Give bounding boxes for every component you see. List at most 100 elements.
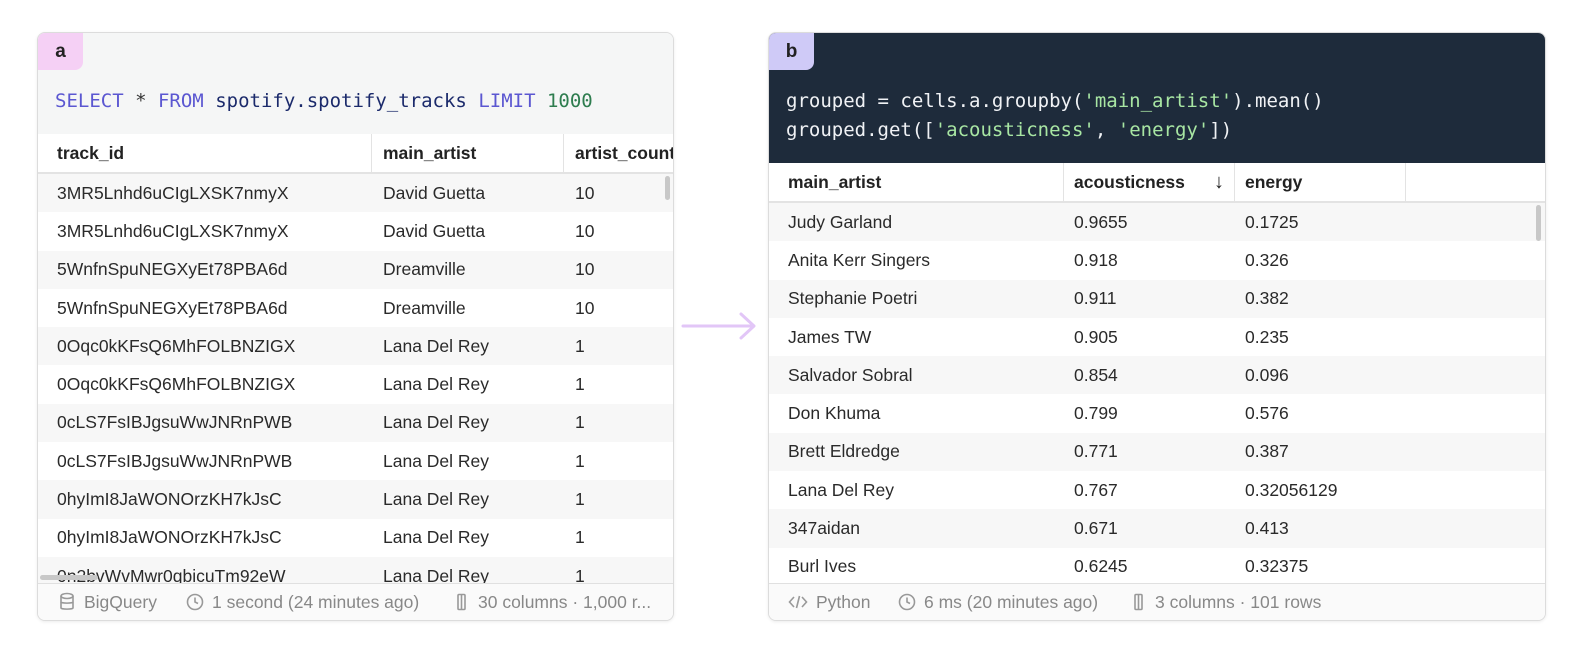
table-row[interactable]: 5WnfnSpuNEGXyEt78PBA6d Dreamville 10: [38, 289, 673, 327]
vertical-scrollbar[interactable]: [1536, 205, 1541, 241]
column-header-label: acousticness: [1074, 171, 1185, 192]
table-cell: James TW: [788, 326, 872, 347]
footer-source: BigQuery: [58, 584, 157, 620]
table-cell: 0.235: [1245, 326, 1289, 347]
table-cell: 0n2bvWvMwr0qbicuTm92eW: [57, 565, 286, 583]
table-row[interactable]: 0hyImI8JaWONOrzKH7kJsC Lana Del Rey 1: [38, 480, 673, 519]
table-row[interactable]: 3MR5Lnhd6uCIgLXSK7nmyX David Guetta 10: [38, 212, 673, 250]
horizontal-scrollbar[interactable]: [40, 575, 98, 580]
table-row[interactable]: Anita Kerr Singers 0.918 0.326: [769, 241, 1545, 279]
table-cell: 0.799: [1074, 403, 1118, 424]
table-cell: 0.32375: [1245, 556, 1309, 577]
footer-language: Python: [788, 584, 870, 620]
table-cell: 1: [575, 374, 585, 395]
table-cell: 5WnfnSpuNEGXyEt78PBA6d: [57, 259, 288, 280]
cell-a-footer: BigQuery 1 second (24 minutes ago) 30 co…: [38, 583, 673, 620]
table-row[interactable]: Salvador Sobral 0.854 0.096: [769, 356, 1545, 395]
table-cell: Lana Del Rey: [383, 450, 490, 471]
table-cell: 0Oqc0kKFsQ6MhFOLBNZIGX: [57, 374, 296, 395]
footer-timing-label: 6 ms (20 minutes ago): [924, 591, 1099, 612]
table-cell: Dreamville: [383, 297, 466, 318]
sql-editor[interactable]: SELECT * FROM spotify.spotify_tracks LIM…: [38, 33, 673, 135]
cell-a-card: a SELECT * FROM spotify.spotify_tracks L…: [37, 32, 674, 621]
vertical-scrollbar[interactable]: [665, 176, 670, 200]
table-cell: Lana Del Rey: [383, 335, 490, 356]
table-cell: 347aidan: [788, 518, 861, 539]
cell-a-tag: a: [38, 33, 83, 70]
clock-icon: [898, 593, 916, 611]
table-cell: 0.096: [1245, 364, 1289, 385]
table-cell: 0.911: [1074, 288, 1117, 309]
table-cell: 0.9655: [1074, 211, 1128, 232]
table-cell: 0.382: [1245, 288, 1289, 309]
column-header-artist-count[interactable]: artist_count: [575, 142, 674, 163]
table-cell: 1: [575, 527, 585, 548]
table-body: 3MR5Lnhd6uCIgLXSK7nmyX David Guetta 10 3MR5…: [38, 174, 673, 583]
table-cell: 3MR5Lnhd6uCIgLXSK7nmyX: [57, 220, 289, 241]
column-header-main-artist[interactable]: main_artist: [769, 163, 1064, 201]
column-header-track-id[interactable]: track_id: [38, 134, 372, 172]
table-cell: Lana Del Rey: [383, 565, 490, 583]
column-header-main-artist[interactable]: main_artist: [372, 134, 564, 172]
table-row[interactable]: 0n2bvWvMwr0qbicuTm92eW Lana Del Rey 1: [38, 557, 673, 583]
column-header-acousticness[interactable]: acousticness ↓: [1064, 163, 1235, 201]
table-cell: Lana Del Rey: [383, 527, 490, 548]
table-cell: 0.387: [1245, 441, 1289, 462]
table-row[interactable]: 3MR5Lnhd6uCIgLXSK7nmyX David Guetta 10: [38, 174, 673, 213]
table-row[interactable]: Lana Del Rey 0.767 0.32056129: [769, 471, 1545, 509]
table-cell: 0.413: [1245, 518, 1289, 539]
arrow-right-icon: [681, 312, 756, 340]
footer-source-label: BigQuery: [84, 591, 157, 612]
footer-size: 3 columns · 101 rows: [1133, 584, 1321, 620]
table-cell: Anita Kerr Singers: [788, 249, 931, 270]
table-cell: 10: [575, 220, 595, 241]
table-row[interactable]: 5WnfnSpuNEGXyEt78PBA6d Dreamville 10: [38, 250, 673, 289]
table-cell: 0.6245: [1074, 556, 1128, 577]
footer-timing-label: 1 second (24 minutes ago): [212, 591, 420, 612]
table-cell: Dreamville: [383, 259, 466, 280]
table-cell: Judy Garland: [788, 211, 893, 232]
columns-icon: [1134, 593, 1143, 611]
python-editor[interactable]: grouped = cells.a.groupby('main_artist')…: [769, 33, 1545, 163]
table-cell: Burl Ives: [788, 556, 857, 577]
sort-descending-icon[interactable]: ↓: [1214, 170, 1224, 193]
table-row[interactable]: 0cLS7FsIBJgsuWwJNRnPWB Lana Del Rey 1: [38, 403, 673, 443]
table-cell: 0.905: [1074, 326, 1118, 347]
table-row[interactable]: James TW 0.905 0.235: [769, 318, 1545, 356]
table-cell: Brett Eldredge: [788, 441, 900, 462]
footer-language-label: Python: [816, 591, 871, 612]
table-row[interactable]: 0hyImI8JaWONOrzKH7kJsC Lana Del Rey 1: [38, 519, 673, 557]
table-body: Judy Garland 0.9655 0.1725 Anita Kerr Singe…: [769, 203, 1545, 583]
table-cell: David Guetta: [383, 182, 486, 203]
table-cell: 0.767: [1074, 479, 1118, 500]
table-cell: 0hyImI8JaWONOrzKH7kJsC: [57, 527, 282, 548]
table-cell: 1: [575, 565, 585, 583]
table-cell: Lana Del Rey: [383, 412, 490, 433]
table-row[interactable]: Burl Ives 0.6245 0.32375: [769, 548, 1545, 583]
table-cell: 1: [575, 450, 585, 471]
table-row[interactable]: 0Oqc0kKFsQ6MhFOLBNZIGX Lana Del Rey 1: [38, 327, 673, 366]
table-row[interactable]: Brett Eldredge 0.771 0.387: [769, 432, 1545, 472]
results-table-a: track_id main_artist artist_count 3MR5Ln…: [38, 134, 673, 583]
table-row[interactable]: Judy Garland 0.9655 0.1725: [769, 203, 1545, 242]
footer-timing: 6 ms (20 minutes ago): [898, 584, 1098, 620]
table-cell: Salvador Sobral: [788, 364, 913, 385]
table-header: main_artist acousticness ↓ energy: [769, 163, 1545, 203]
column-header-energy[interactable]: energy: [1235, 163, 1406, 201]
table-row[interactable]: 347aidan 0.671 0.413: [769, 509, 1545, 548]
table-header: track_id main_artist artist_count: [38, 134, 673, 174]
python-code-line-2: grouped.get(['acousticness', 'energy']): [786, 119, 1233, 141]
table-cell: 10: [575, 182, 595, 203]
table-cell: 0Oqc0kKFsQ6MhFOLBNZIGX: [57, 335, 296, 356]
table-row[interactable]: 0Oqc0kKFsQ6MhFOLBNZIGX Lana Del Rey 1: [38, 366, 673, 404]
database-icon: [60, 592, 74, 610]
table-row[interactable]: Don Khuma 0.799 0.576: [769, 395, 1545, 433]
table-row[interactable]: Stephanie Poetri 0.911 0.382: [769, 279, 1545, 318]
footer-size: 30 columns · 1,000 r...: [456, 584, 651, 620]
table-cell: 0cLS7FsIBJgsuWwJNRnPWB: [57, 412, 293, 433]
table-cell: 1: [575, 412, 585, 433]
table-row[interactable]: 0cLS7FsIBJgsuWwJNRnPWB Lana Del Rey 1: [38, 442, 673, 480]
columns-icon: [457, 593, 466, 611]
table-cell: 10: [575, 297, 595, 318]
sql-query-line: SELECT * FROM spotify.spotify_tracks LIM…: [55, 90, 593, 112]
